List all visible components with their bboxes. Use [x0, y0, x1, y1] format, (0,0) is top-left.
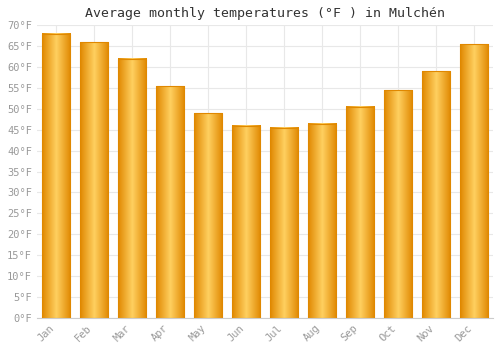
Bar: [42, 34, 70, 318]
Bar: [194, 113, 222, 318]
Bar: [308, 124, 336, 318]
Bar: [80, 42, 108, 318]
Bar: [422, 71, 450, 318]
Bar: [460, 44, 488, 318]
Bar: [384, 90, 412, 318]
Title: Average monthly temperatures (°F ) in Mulchén: Average monthly temperatures (°F ) in Mu…: [85, 7, 445, 20]
Bar: [118, 59, 146, 318]
Bar: [232, 126, 260, 318]
Bar: [346, 107, 374, 318]
Bar: [156, 86, 184, 318]
Bar: [270, 128, 298, 318]
